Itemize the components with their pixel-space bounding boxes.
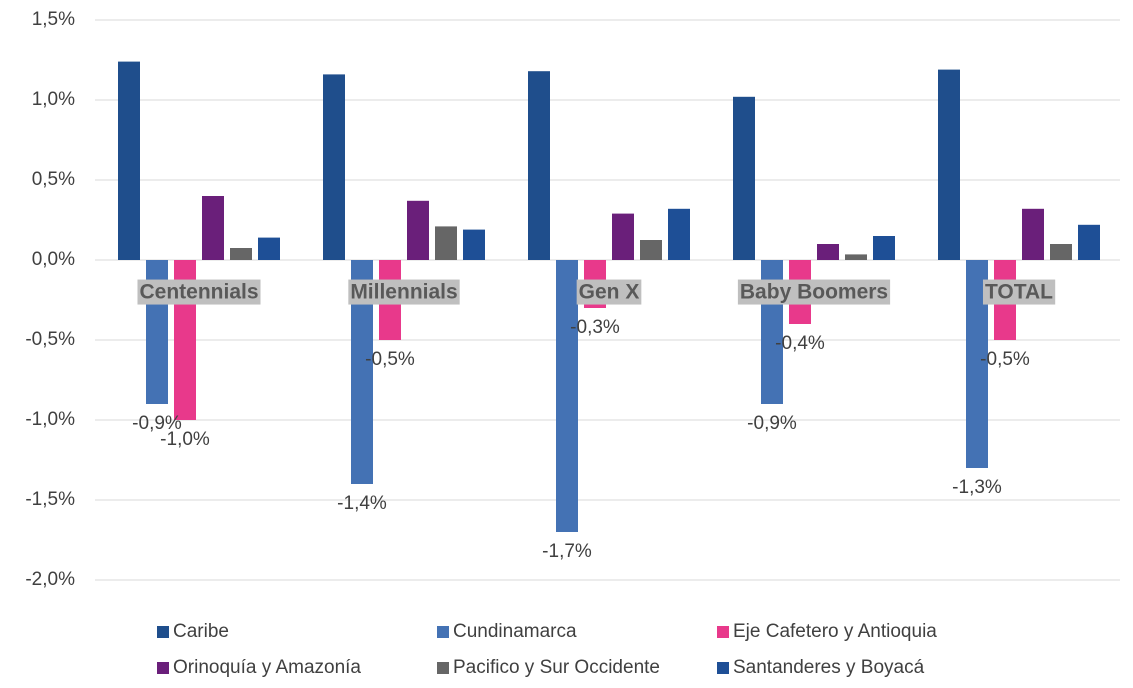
y-tick-label: 0,5% <box>32 169 75 190</box>
bar <box>938 69 960 260</box>
x-tick-label: Millennials <box>350 281 457 304</box>
data-label: -1,0% <box>160 429 210 450</box>
y-tick-label: 0,0% <box>32 249 75 270</box>
data-label: -0,5% <box>365 349 415 370</box>
bar <box>258 237 280 260</box>
x-tick-label: Baby Boomers <box>740 281 888 304</box>
legend-swatch <box>717 626 729 638</box>
labels: -0,9% -1,4% -1,7% -0,9% -1,3% -1,0% -0,5% -0,3%… <box>132 317 1030 562</box>
data-label: -0,9% <box>747 413 797 434</box>
legend-label: Orinoquía y Amazonía <box>173 657 361 678</box>
bar <box>528 71 550 260</box>
data-label: -0,9% <box>132 413 182 434</box>
bar <box>1078 224 1100 260</box>
category-label: Gen X <box>576 279 642 305</box>
bar <box>230 248 252 260</box>
category-label: Centennials <box>137 279 261 305</box>
bar <box>463 229 485 260</box>
legend-swatch <box>717 662 729 674</box>
data-label: -0,5% <box>980 349 1030 370</box>
bars <box>118 61 1100 532</box>
bar <box>845 254 867 260</box>
bar <box>1022 208 1044 260</box>
category-label-box <box>576 279 642 305</box>
legend-swatch <box>157 662 169 674</box>
bar <box>435 226 457 260</box>
bar <box>612 213 634 260</box>
bar <box>118 61 140 260</box>
legend-label: Caribe <box>173 621 229 642</box>
y-tick-label: -1,0% <box>25 409 75 430</box>
data-label: -0,3% <box>570 317 620 338</box>
category-label-box <box>137 279 261 305</box>
bar <box>733 96 755 260</box>
bar <box>202 196 224 260</box>
data-label: -1,3% <box>952 477 1002 498</box>
category-label-box <box>737 279 891 305</box>
bar <box>640 240 662 260</box>
legend-swatch <box>157 626 169 638</box>
x-tick-label: TOTAL <box>985 281 1053 304</box>
x-tick-label: Gen X <box>579 281 640 304</box>
data-label: -1,4% <box>337 493 387 514</box>
x-tick-label: Centennials <box>139 281 258 304</box>
y-tick-label: -0,5% <box>25 329 75 350</box>
bar <box>873 236 895 260</box>
y-tick-label: -1,5% <box>25 489 75 510</box>
category-label: TOTAL <box>982 279 1056 305</box>
legend-label: Santanderes y Boyacá <box>733 657 925 678</box>
bar <box>1050 244 1072 260</box>
category-label: Millennials <box>348 279 460 305</box>
bar <box>966 260 988 468</box>
bar <box>351 260 373 484</box>
legend-label: Eje Cafetero y Antioquia <box>733 621 937 642</box>
bar <box>668 208 690 260</box>
bar <box>817 244 839 260</box>
legend-swatch <box>437 626 449 638</box>
category-label-box <box>982 279 1056 305</box>
legend-label: Pacifico y Sur Occidente <box>453 657 660 678</box>
category-label-box <box>348 279 460 305</box>
bar <box>556 260 578 532</box>
bar <box>323 74 345 261</box>
y-tick-label: 1,5% <box>32 9 75 30</box>
bar <box>407 200 429 260</box>
legend-label: Cundinamarca <box>453 621 577 642</box>
y-tick-label: -2,0% <box>25 569 75 590</box>
legend-swatch <box>437 662 449 674</box>
data-label: -1,7% <box>542 541 592 562</box>
y-tick-label: 1,0% <box>32 89 75 110</box>
category-label: Baby Boomers <box>737 279 891 305</box>
data-label: -0,4% <box>775 333 825 354</box>
